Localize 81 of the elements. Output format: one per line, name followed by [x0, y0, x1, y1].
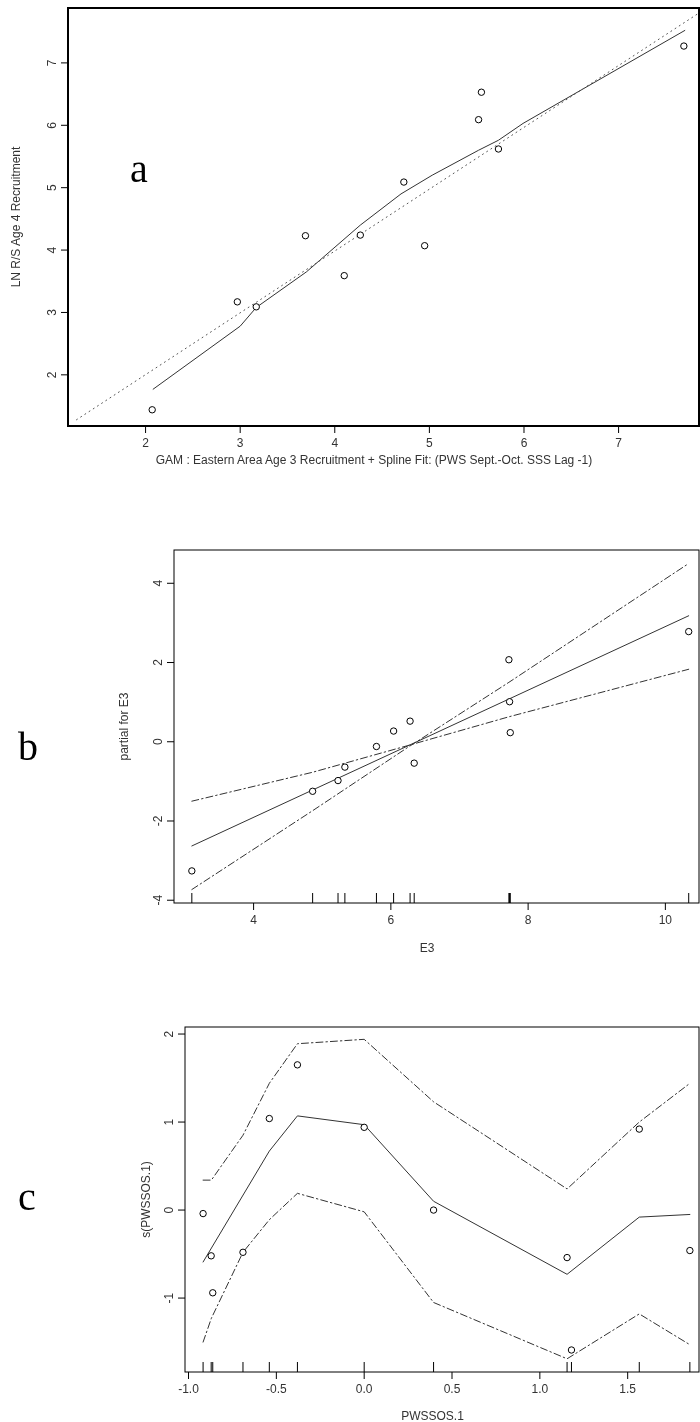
point	[239, 1248, 247, 1257]
y-tick-label: 3	[45, 308, 59, 316]
x-tick-label: 3	[236, 436, 244, 450]
point	[340, 271, 348, 280]
x-axis-title: E3	[419, 941, 435, 955]
point	[372, 742, 381, 751]
y-tick-label: 4	[45, 246, 59, 254]
text: c	[18, 1174, 36, 1219]
point	[207, 1252, 215, 1260]
x-tick-label: 1.5	[619, 1382, 637, 1396]
y-tick-label: 0	[151, 738, 165, 746]
y-axis-title: partial for E3	[117, 692, 131, 761]
y-tick-label: 5	[45, 184, 59, 192]
y-tick-label: 1	[162, 1118, 176, 1126]
x-tick-label: 0.5	[443, 1382, 461, 1396]
x-tick-label: 6	[387, 913, 395, 927]
y-tick-label: 7	[45, 59, 59, 67]
y-tick-label: -1	[162, 1292, 176, 1304]
point	[506, 728, 514, 737]
point	[188, 867, 196, 875]
point	[494, 145, 503, 153]
x-tick-label: 5	[426, 436, 434, 450]
point	[334, 776, 342, 785]
x-tick-label: 8	[524, 913, 532, 927]
line-series	[202, 1192, 691, 1360]
point	[680, 42, 688, 50]
point	[252, 303, 260, 311]
point	[148, 406, 156, 414]
x-axis-title: GAM : Eastern Area Age 3 Recruitment + Spline Fit: (PWS Sept.-Oct. SSS Lag -1)	[155, 453, 593, 467]
point	[635, 1125, 643, 1133]
x-tick-label: 4	[331, 436, 339, 450]
point	[505, 656, 513, 664]
x-tick-label: 2	[142, 436, 150, 450]
point	[293, 1061, 302, 1069]
x-tick-label: -0.5	[266, 1382, 288, 1396]
point	[301, 232, 310, 240]
line-series	[202, 1115, 691, 1275]
x-axis-title: PWSSOS.1	[401, 1409, 465, 1422]
point	[233, 298, 242, 306]
line-series	[152, 29, 686, 390]
y-tick-label: 2	[162, 1030, 176, 1038]
y-tick-label: 2	[151, 658, 165, 666]
point	[389, 727, 398, 735]
point	[686, 1246, 694, 1255]
point	[429, 1206, 438, 1214]
text: b	[18, 724, 38, 769]
point	[308, 787, 317, 795]
y-tick-label: -2	[151, 815, 165, 827]
x-tick-label: -1.0	[178, 1382, 200, 1396]
point	[341, 763, 349, 771]
y-tick-label: 6	[45, 121, 59, 129]
y-tick-label: 4	[151, 579, 165, 587]
point	[356, 231, 365, 239]
y-tick-label: 0	[162, 1206, 176, 1214]
point	[567, 1346, 576, 1354]
point	[265, 1114, 274, 1123]
point	[420, 242, 429, 250]
point	[410, 759, 418, 767]
point	[474, 115, 483, 124]
y-axis-title: LN R/S Age 4 Recruitment	[9, 145, 23, 288]
line-series	[202, 1038, 691, 1190]
x-tick-label: 10	[658, 913, 673, 927]
y-tick-label: -4	[151, 894, 165, 906]
point	[477, 88, 486, 96]
point	[563, 1253, 571, 1262]
y-tick-label: 2	[45, 371, 59, 379]
point	[505, 698, 514, 706]
annotation: a	[130, 146, 148, 191]
point	[400, 178, 408, 186]
point	[360, 1123, 368, 1132]
x-tick-label: 4	[250, 913, 258, 927]
x-tick-label: 1.0	[531, 1382, 549, 1396]
x-tick-label: 0.0	[355, 1382, 373, 1396]
point	[685, 627, 693, 636]
y-axis-title: s(PWSSOS.1)	[139, 1161, 153, 1238]
point	[406, 717, 414, 725]
point	[209, 1289, 217, 1297]
line-series	[191, 562, 690, 891]
x-tick-label: 6	[520, 436, 528, 450]
point	[199, 1209, 207, 1218]
x-tick-label: 7	[615, 436, 623, 450]
